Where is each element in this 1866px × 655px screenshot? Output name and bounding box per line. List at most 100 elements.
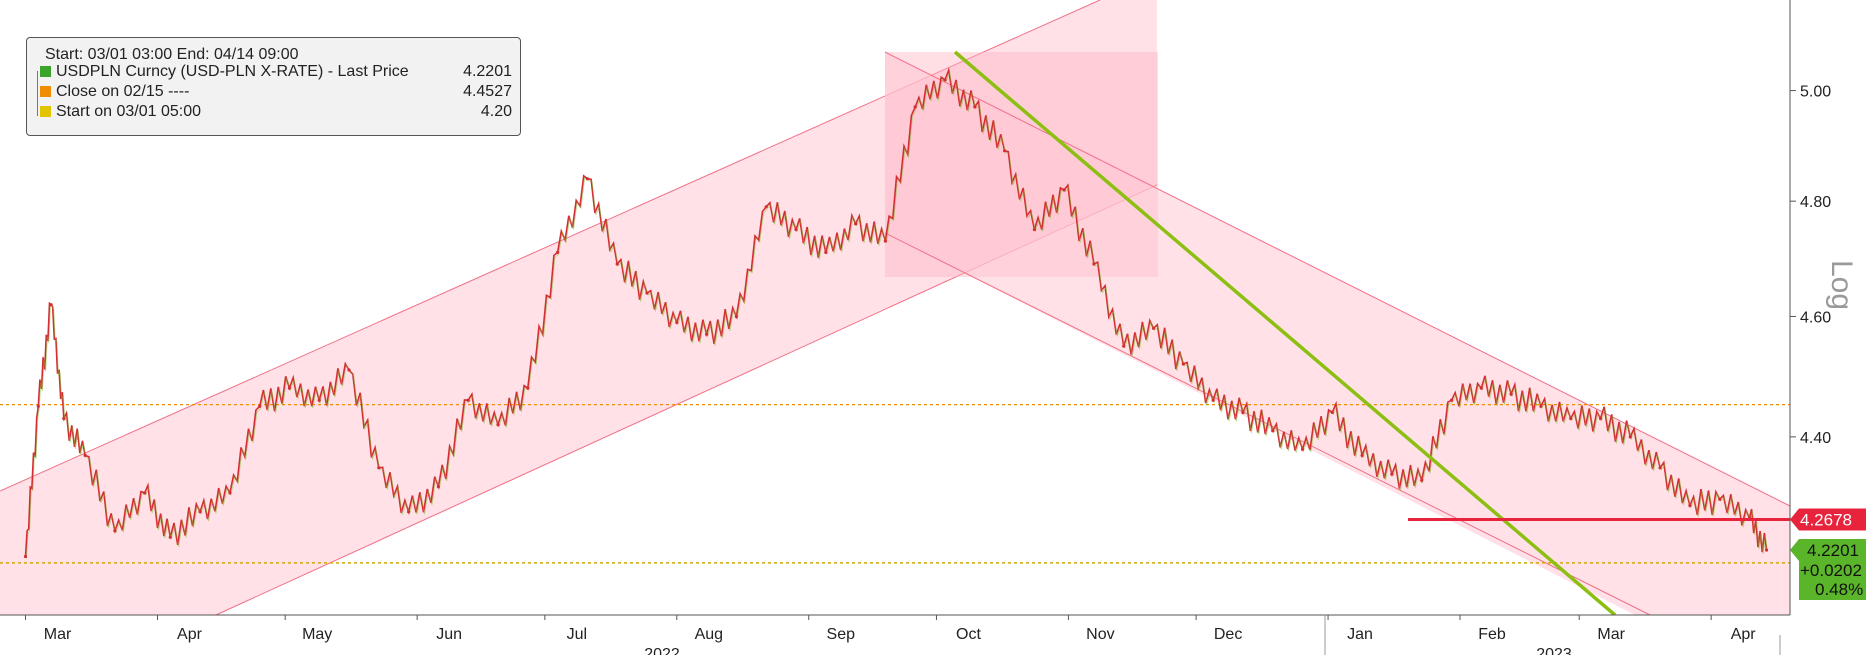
- last-price-label: 4.2201: [1807, 541, 1859, 560]
- y-tick-label: 4.80: [1800, 194, 1831, 211]
- price-point: [36, 404, 40, 408]
- y-tick-label: 4.60: [1800, 309, 1831, 326]
- lower-channel-top-line: [884, 51, 1791, 507]
- price-point: [1764, 548, 1769, 552]
- price-point: [436, 485, 440, 489]
- price-point: [1241, 410, 1245, 414]
- x-axis-ticks: Mar Apr May Jun Jul Aug Sep Oct Nov Dec Jan Feb Mar A…: [25, 615, 1757, 655]
- price-point: [1420, 478, 1424, 482]
- last-price-flag: 4.2201 +0.0202 0.48%: [1790, 538, 1866, 600]
- price-point: [883, 239, 888, 243]
- price-point: [1032, 227, 1036, 232]
- price-point: [49, 303, 53, 307]
- price-point: [1628, 435, 1632, 439]
- regression-channels: [0, 0, 1791, 616]
- price-point: [347, 368, 351, 372]
- x-tick-label: Aug: [695, 626, 723, 643]
- price-point: [1539, 404, 1543, 408]
- year-label: 2022: [644, 646, 680, 655]
- legend-label: USDPLN Curncy (USD-PLN X-RATE) - Last Pr…: [56, 63, 409, 80]
- y-axis-label: Log: [1825, 260, 1858, 310]
- legend-date-range: Start: 03/01 03:00 End: 04/14 09:00: [45, 46, 299, 63]
- price-point: [1151, 326, 1156, 330]
- legend-label: Start on 03/01 05:00: [56, 103, 201, 120]
- price-point: [526, 386, 530, 390]
- price-point: [1092, 262, 1096, 266]
- price-point: [1658, 466, 1662, 470]
- price-point: [1122, 344, 1126, 348]
- x-tick-label: Jan: [1347, 626, 1373, 643]
- price-point: [1211, 398, 1215, 402]
- price-line: [24, 67, 1768, 557]
- x-tick-label: Mar: [1597, 626, 1625, 643]
- price-point: [407, 510, 411, 514]
- price-point: [794, 227, 798, 232]
- price-point: [1271, 429, 1275, 433]
- year-label: 2023: [1536, 646, 1572, 655]
- reference-price-flag: 4.2678: [1790, 508, 1866, 531]
- legend-item-close[interactable]: Close on 02/15 ----: [40, 82, 189, 102]
- price-point: [585, 177, 590, 181]
- price-point: [913, 105, 917, 109]
- price-series-layer: [23, 67, 1769, 559]
- price-point: [1718, 497, 1722, 501]
- price-point: [1062, 188, 1066, 192]
- price-point: [317, 398, 321, 402]
- price-point: [258, 404, 262, 408]
- x-axis-band: [0, 615, 1790, 655]
- legend-swatch-yellow: [40, 106, 51, 117]
- price-point: [143, 491, 147, 495]
- price-point: [764, 205, 768, 209]
- price-point: [496, 423, 500, 427]
- price-point: [824, 250, 828, 254]
- price-point: [228, 491, 232, 495]
- price-point: [23, 554, 28, 559]
- reference-flag-shape: [1790, 508, 1866, 531]
- price-point: [645, 291, 649, 295]
- reference-price-label: 4.2678: [1800, 511, 1852, 530]
- legend-swatch-green: [40, 66, 51, 77]
- price-point: [377, 466, 381, 470]
- x-tick-label: Nov: [1086, 626, 1114, 643]
- upper-channel-fill: [0, 0, 1157, 615]
- y-axis-ticks: 4.40 4.60 4.80 5.00: [1790, 84, 1831, 447]
- x-tick-label: Sep: [827, 626, 856, 643]
- price-point: [1330, 410, 1334, 414]
- price-point: [1509, 392, 1513, 396]
- price-point: [83, 453, 87, 457]
- price-change-pct-label: 0.48%: [1815, 580, 1863, 599]
- price-point: [1688, 503, 1692, 508]
- price-point: [1598, 416, 1603, 421]
- price-point: [973, 105, 977, 109]
- x-tick-label: May: [302, 626, 332, 643]
- price-point: [1390, 472, 1394, 476]
- price-point: [705, 332, 709, 336]
- price-point: [287, 386, 291, 390]
- price-point: [556, 250, 560, 254]
- x-tick-label: Jun: [436, 626, 462, 643]
- price-point: [168, 535, 172, 539]
- x-tick-label: Oct: [956, 626, 981, 643]
- y-tick-label: 5.00: [1800, 84, 1831, 101]
- price-point: [615, 262, 619, 266]
- last-price-flag-shape: [1790, 538, 1866, 600]
- price-point: [675, 320, 679, 324]
- legend-tree-connector: [37, 71, 46, 116]
- price-point: [466, 398, 470, 402]
- legend-item-start[interactable]: Start on 03/01 05:00: [40, 102, 201, 122]
- price-change-label: +0.0202: [1800, 561, 1862, 580]
- x-tick-label: Apr: [177, 626, 203, 643]
- x-tick-label: Mar: [44, 626, 72, 643]
- x-tick-label: Jul: [567, 626, 587, 643]
- x-tick-label: Dec: [1214, 626, 1242, 643]
- price-point: [734, 314, 739, 319]
- legend-item-last-price[interactable]: USDPLN Curncy (USD-PLN X-RATE) - Last Pr…: [40, 62, 409, 82]
- price-point: [1300, 447, 1305, 451]
- price-point: [1569, 416, 1573, 421]
- reference-dotted-lines: [0, 404, 1790, 564]
- x-tick-label: Apr: [1731, 626, 1757, 643]
- price-point: [1449, 398, 1454, 402]
- price-point: [198, 510, 202, 514]
- price-point: [1003, 149, 1007, 153]
